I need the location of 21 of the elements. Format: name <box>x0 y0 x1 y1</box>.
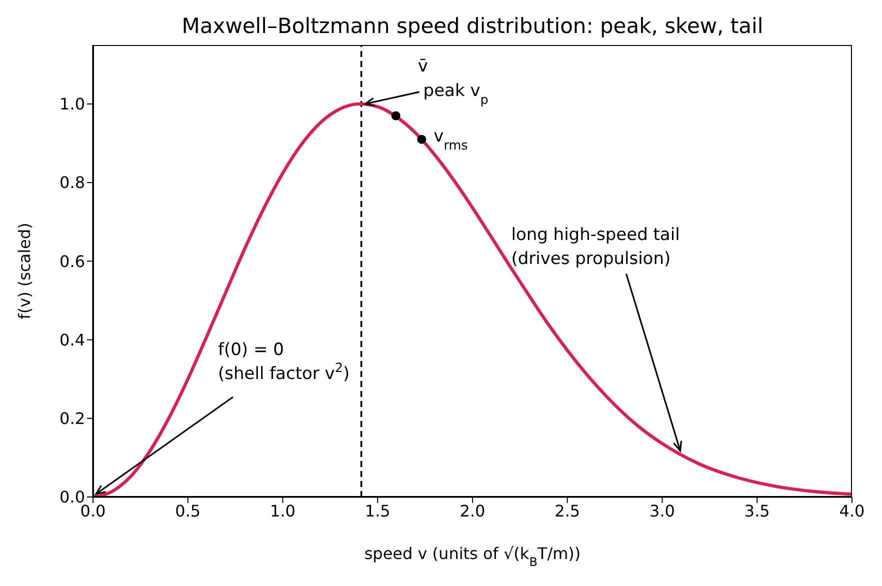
chart-title: Maxwell–Boltzmann speed distribution: peak, skew, tail <box>180 14 764 38</box>
x-tick-label: 1.0 <box>270 501 296 520</box>
y-tick-label: 0.2 <box>60 409 85 428</box>
x-tick-label: 3.5 <box>744 501 770 520</box>
x-tick-label: 3.0 <box>650 501 675 520</box>
x-tick-label: 2.0 <box>460 501 486 520</box>
y-axis-title: f(v) (scaled) <box>15 222 34 320</box>
annotation: v̄ <box>418 56 428 77</box>
x-tick-label: 2.5 <box>554 501 580 520</box>
annotation: long high-speed tail (drives propulsion) <box>511 224 680 269</box>
y-tick-label: 0.8 <box>60 173 85 192</box>
y-tick-label: 0.4 <box>60 330 85 350</box>
x-tick-label: 0.5 <box>175 501 201 520</box>
annotation: peak v$_{p}$ <box>423 80 488 108</box>
x-tick-label: 4.0 <box>839 501 865 520</box>
y-tick-label: 0.6 <box>60 252 85 271</box>
annotation: f(0) = 0 (shell factor v$^{2}$) <box>218 340 350 384</box>
x-axis-title: speed v (units of √(k$_{B}$T/m)) <box>364 544 581 569</box>
y-tick-label: 1.0 <box>60 94 85 114</box>
annotation: v$_{rms}$ <box>434 126 468 153</box>
x-tick-label: 1.5 <box>364 501 390 520</box>
